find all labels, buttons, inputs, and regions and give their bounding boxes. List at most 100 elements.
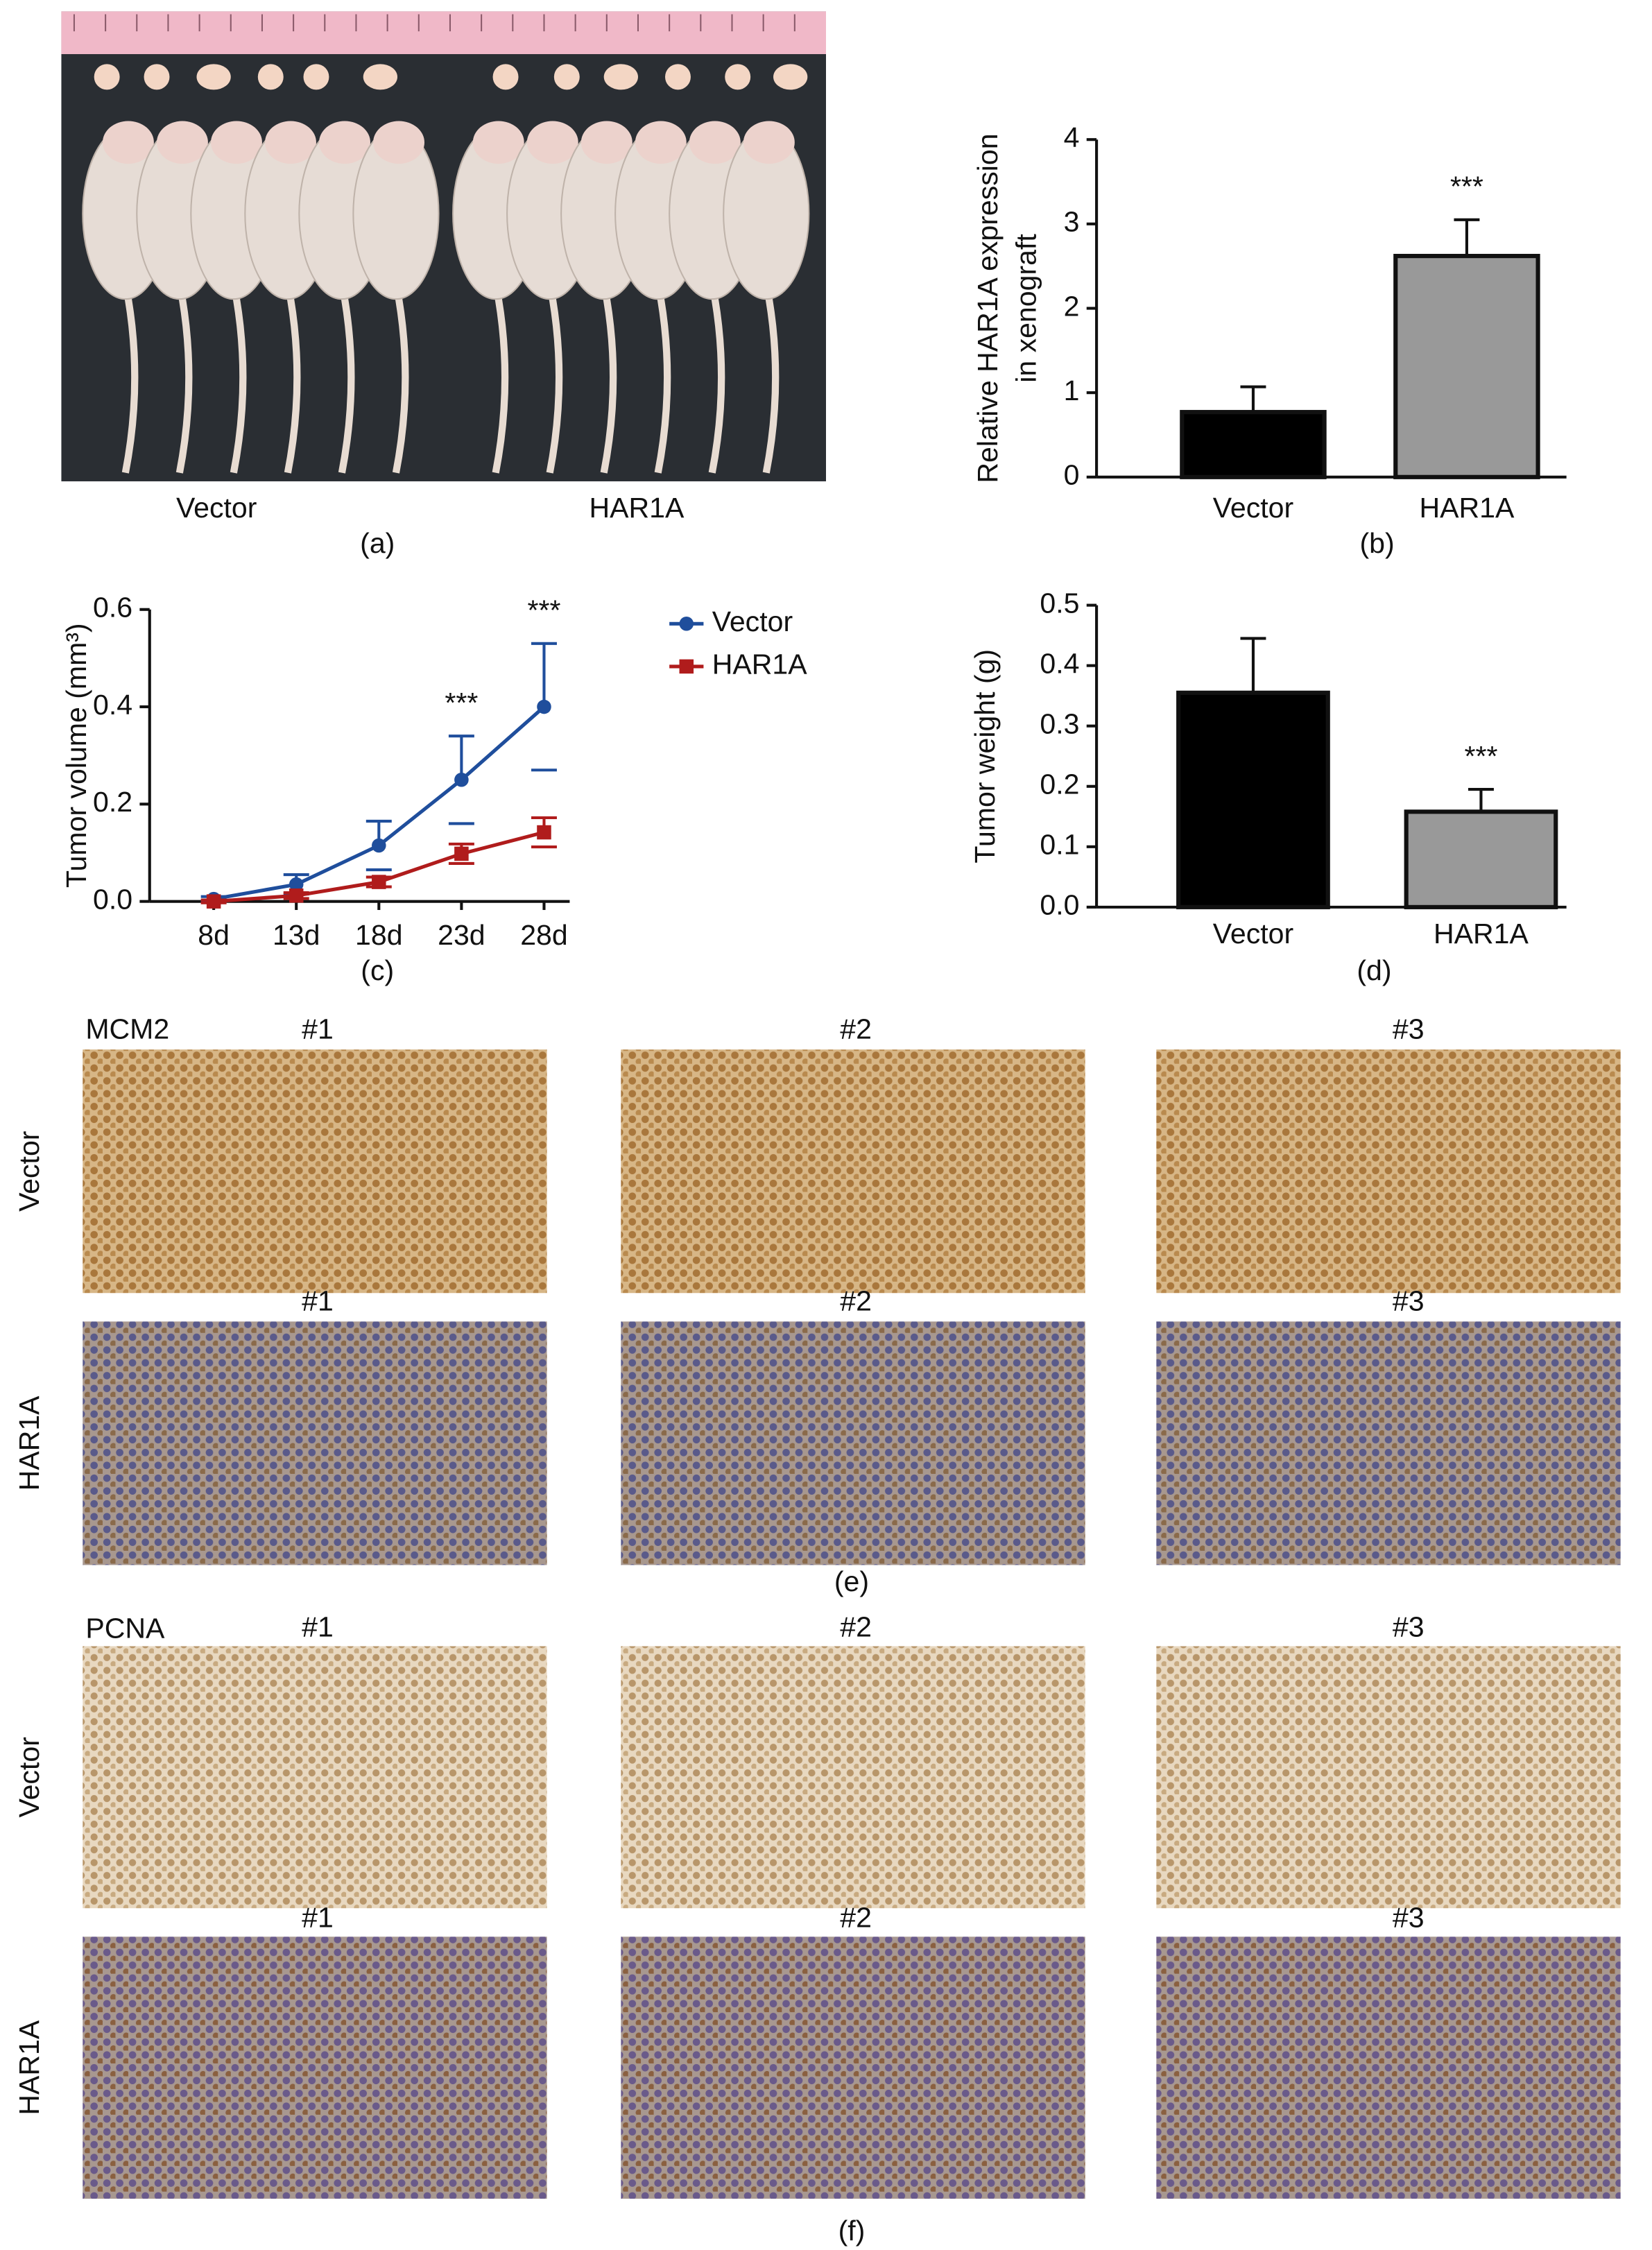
y-axis-label: Relative HAR1A expression bbox=[972, 133, 1004, 483]
tumor bbox=[94, 64, 120, 90]
tumor bbox=[363, 64, 397, 90]
marker bbox=[289, 888, 304, 903]
sample-label: #3 bbox=[1393, 1902, 1425, 1934]
ihc-image bbox=[621, 1049, 1085, 1294]
legend-marker bbox=[679, 617, 694, 631]
ihc-image bbox=[83, 1049, 547, 1294]
bar bbox=[1180, 410, 1327, 479]
mouse-tail bbox=[654, 298, 671, 474]
mouse-tail bbox=[762, 298, 780, 474]
y-axis-label: Tumor weight (g) bbox=[969, 649, 1001, 864]
mouse-head bbox=[635, 121, 687, 164]
annotation: *** bbox=[1450, 170, 1483, 202]
x-tick-label: HAR1A bbox=[1434, 918, 1529, 950]
mouse-head bbox=[743, 121, 795, 164]
sample-label: #2 bbox=[840, 1611, 872, 1643]
error-bar bbox=[1240, 385, 1266, 413]
mouse-head bbox=[265, 121, 316, 164]
legend-label: Vector bbox=[712, 606, 793, 637]
row-label: HAR1A bbox=[13, 2020, 45, 2115]
x-tick-label: 18d bbox=[355, 919, 403, 951]
x-tick-label: Vector bbox=[1213, 918, 1293, 950]
sample-label: #1 bbox=[302, 1902, 334, 1934]
stain-label: MCM2 bbox=[85, 1013, 169, 1045]
ihc-image bbox=[83, 1321, 547, 1565]
x-tick-label: 8d bbox=[198, 919, 230, 951]
y-tick-label: 3 bbox=[1064, 206, 1080, 238]
mouse-tail bbox=[392, 298, 409, 474]
tumor bbox=[603, 64, 638, 90]
marker bbox=[454, 846, 469, 861]
marker bbox=[454, 773, 469, 787]
ihc-image bbox=[1156, 1049, 1621, 1294]
error-bar bbox=[448, 735, 474, 825]
row-label: Vector bbox=[13, 1131, 45, 1212]
mouse-head bbox=[319, 121, 370, 164]
annotation: *** bbox=[1464, 740, 1497, 772]
tumor bbox=[773, 64, 808, 90]
ihc-image bbox=[621, 1936, 1085, 2199]
y-tick-label: 0.4 bbox=[93, 689, 132, 721]
row-label: HAR1A bbox=[13, 1395, 45, 1491]
stain-label: PCNA bbox=[85, 1613, 165, 1644]
mouse-tail bbox=[600, 298, 617, 474]
panel-caption: (f) bbox=[838, 2215, 866, 2247]
ihc-image bbox=[1156, 1321, 1621, 1565]
legend-label: HAR1A bbox=[712, 649, 807, 680]
marker bbox=[289, 877, 304, 892]
mouse-tail bbox=[492, 298, 509, 474]
sample-label: #1 bbox=[302, 1611, 334, 1643]
ihc-image bbox=[1156, 1936, 1621, 2199]
tumor bbox=[725, 64, 751, 90]
y-tick-label: 0.3 bbox=[1040, 708, 1079, 740]
ihc-image bbox=[621, 1646, 1085, 1909]
panel-caption: (b) bbox=[1359, 527, 1394, 559]
mouse-tail bbox=[708, 298, 725, 474]
mouse-head bbox=[102, 121, 154, 164]
ihc-image bbox=[621, 1321, 1085, 1565]
y-axis-label: Tumor volume (mm³) bbox=[60, 623, 92, 888]
sample-label: #2 bbox=[840, 1013, 872, 1045]
mouse-tail bbox=[338, 298, 355, 474]
mouse-head bbox=[373, 121, 425, 164]
mouse-tail bbox=[121, 298, 139, 474]
y-tick-label: 0.2 bbox=[1040, 768, 1079, 800]
x-tick-label: 23d bbox=[438, 919, 485, 951]
ihc-image bbox=[83, 1936, 547, 2199]
x-tick-label: 13d bbox=[273, 919, 320, 951]
sample-label: #3 bbox=[1393, 1611, 1425, 1643]
tumor bbox=[492, 64, 519, 90]
group-label: Vector bbox=[176, 492, 257, 524]
x-tick-label: Vector bbox=[1213, 492, 1293, 524]
sample-label: #3 bbox=[1393, 1285, 1425, 1316]
tumor bbox=[664, 64, 691, 90]
y-tick-label: 4 bbox=[1064, 121, 1080, 153]
marker bbox=[206, 894, 221, 909]
panel-caption: (c) bbox=[361, 954, 394, 986]
y-tick-label: 1 bbox=[1064, 375, 1080, 406]
mouse-head bbox=[689, 121, 741, 164]
tumor bbox=[257, 64, 284, 90]
mouse-head bbox=[472, 121, 524, 164]
annotation: *** bbox=[528, 594, 561, 626]
tumor bbox=[553, 64, 580, 90]
panel-caption: (e) bbox=[834, 1565, 869, 1597]
sample-label: #2 bbox=[840, 1902, 872, 1934]
marker bbox=[372, 875, 386, 889]
marker bbox=[537, 825, 551, 840]
sample-label: #1 bbox=[302, 1285, 334, 1316]
mouse-tail bbox=[546, 298, 563, 474]
tumor bbox=[303, 64, 329, 90]
bar bbox=[1393, 254, 1540, 479]
group-label: HAR1A bbox=[589, 492, 684, 524]
sample-label: #1 bbox=[302, 1013, 334, 1045]
mouse-tail bbox=[175, 298, 193, 474]
mouse-head bbox=[211, 121, 262, 164]
mouse-tail bbox=[230, 298, 247, 474]
marker bbox=[372, 838, 386, 853]
marker bbox=[537, 699, 551, 714]
mouse-head bbox=[157, 121, 208, 164]
tumor bbox=[196, 64, 231, 90]
